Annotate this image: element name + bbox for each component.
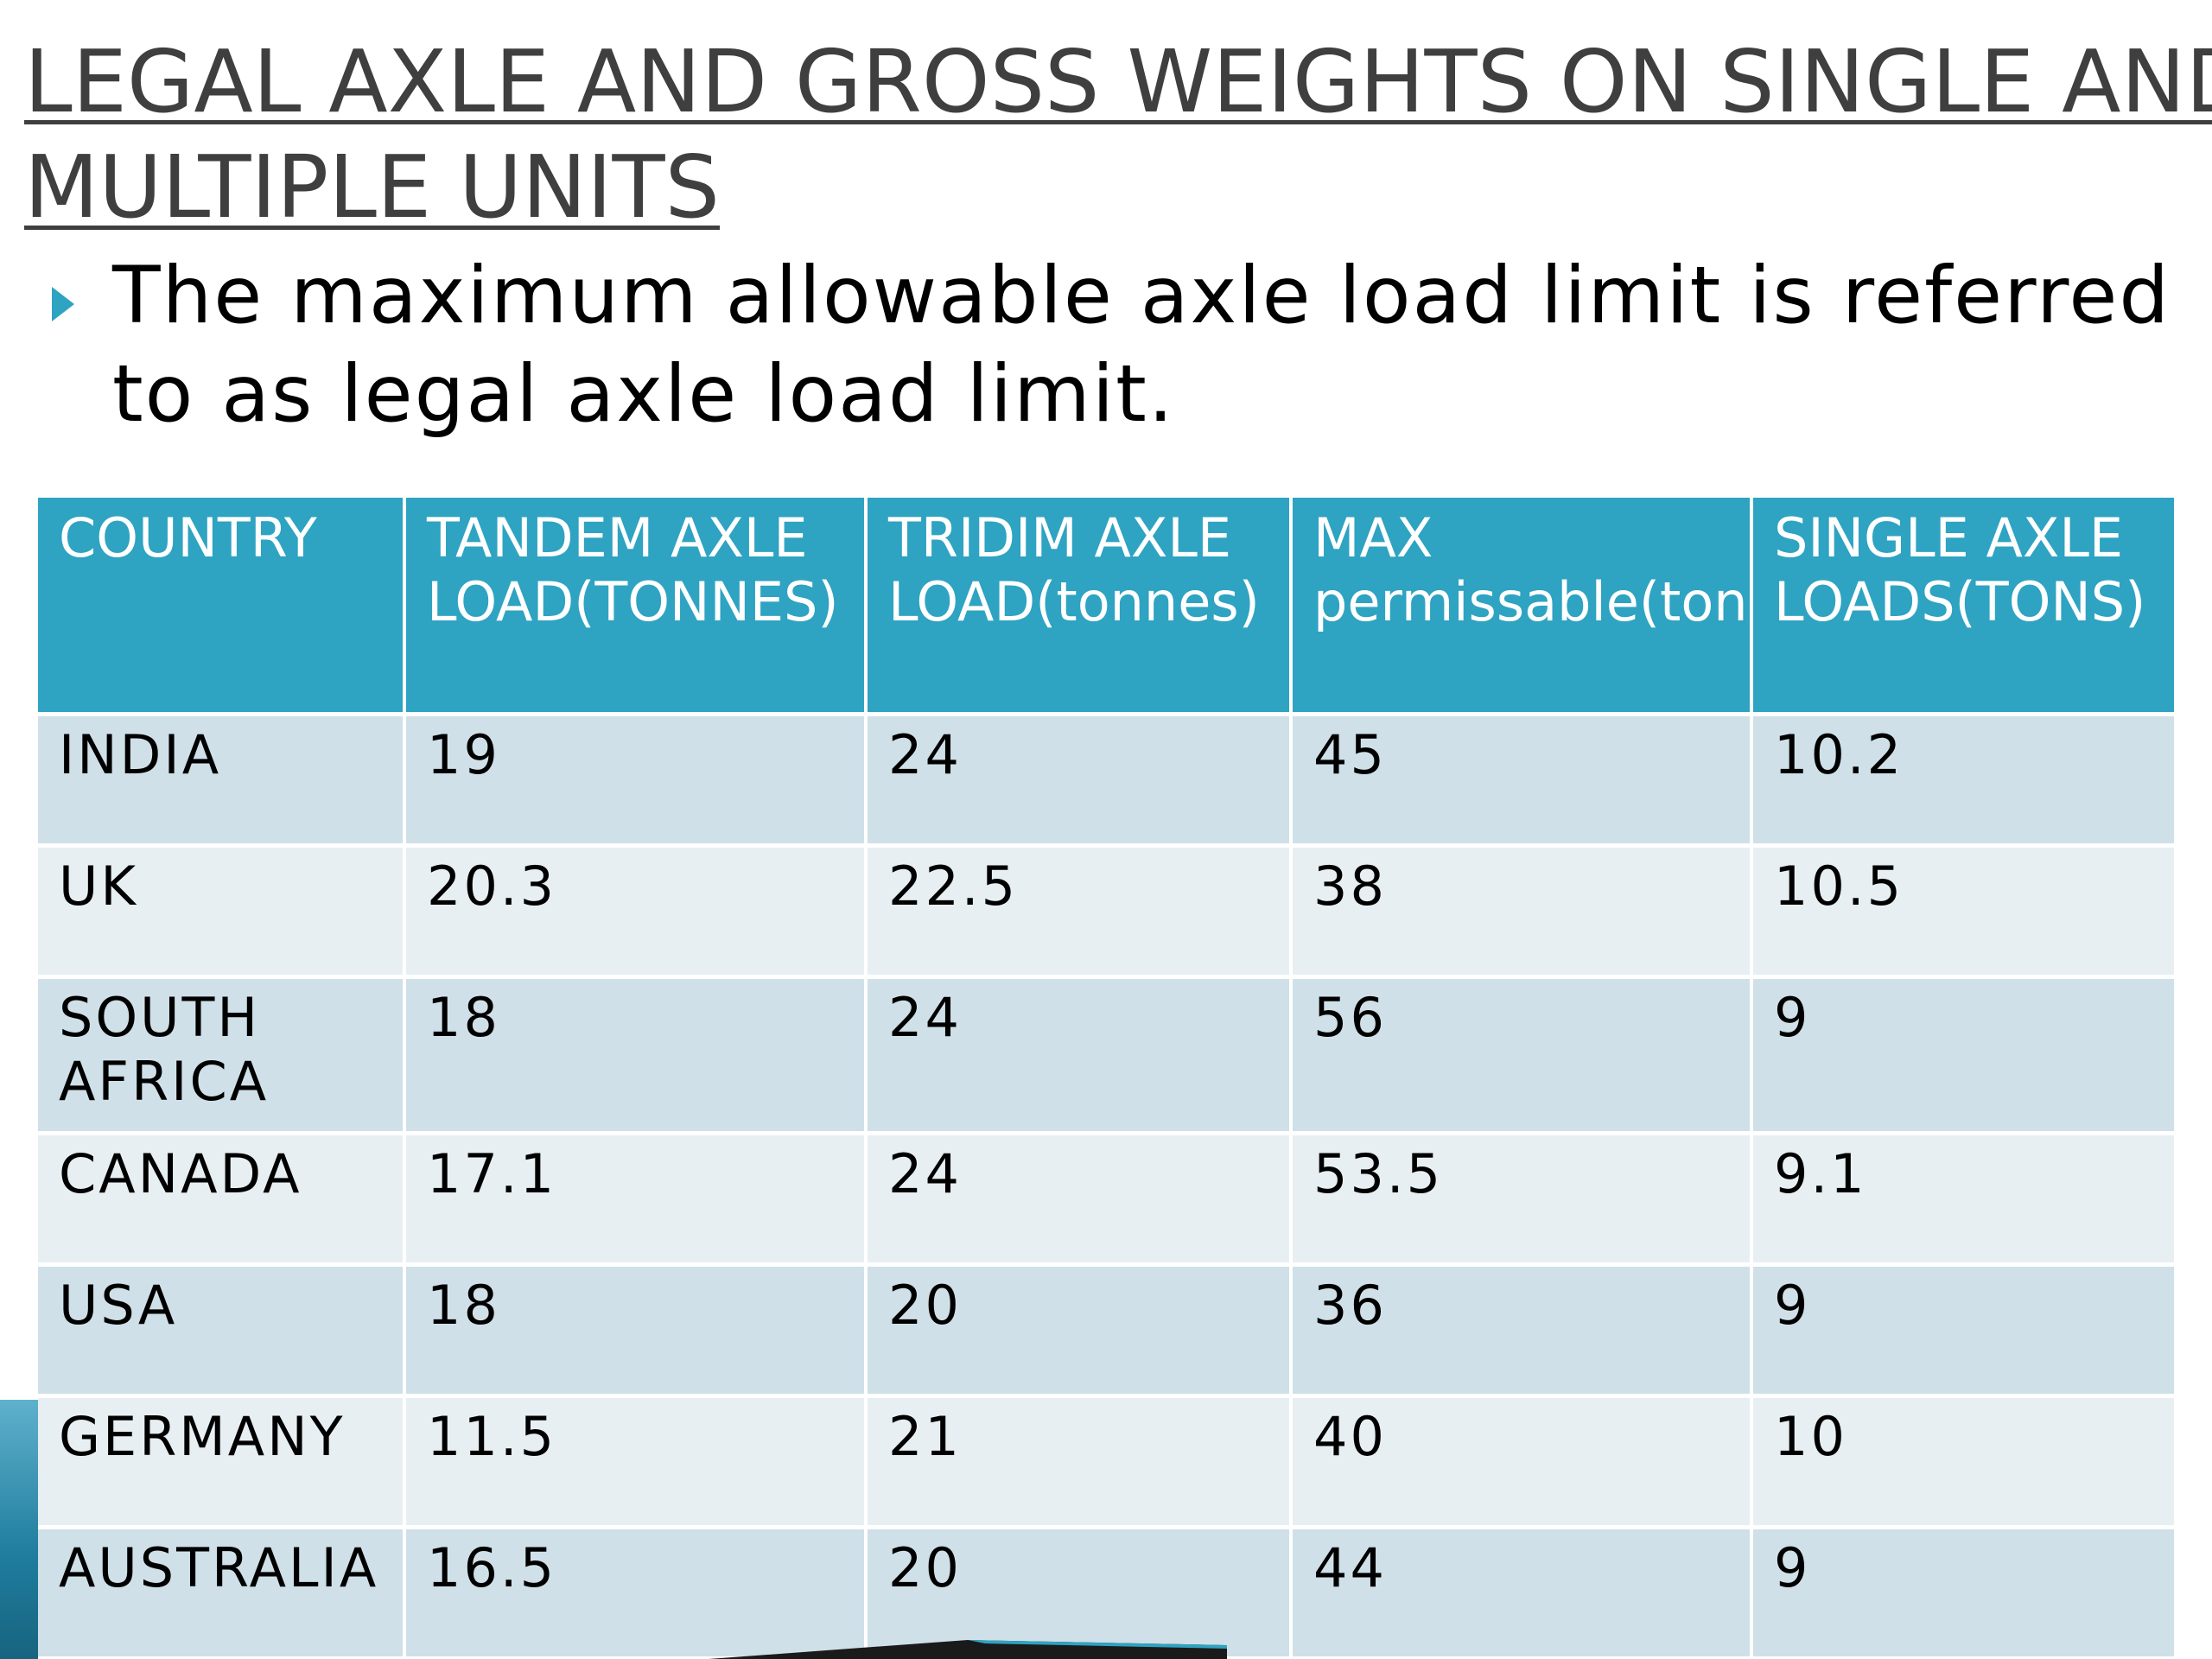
table-row: CANADA 17.1 24 53.5 9.1 bbox=[38, 1133, 2174, 1267]
header-single-axle-loads: SINGLE AXLE LOADS(TONS) bbox=[1751, 498, 2174, 716]
table-cell: 40 bbox=[1291, 1395, 1753, 1529]
triangle-right-icon bbox=[52, 287, 74, 321]
table-row: INDIA 19 24 45 10.2 bbox=[38, 714, 2174, 848]
table-cell: 16.5 bbox=[404, 1527, 868, 1659]
table-cell: 10.5 bbox=[1751, 845, 2174, 979]
table-row: USA 18 20 36 9 bbox=[38, 1264, 2174, 1398]
decorative-swoosh bbox=[709, 1640, 1227, 1659]
table-cell: GERMANY bbox=[38, 1395, 406, 1529]
table-cell: AUSTRALIA bbox=[38, 1527, 406, 1659]
table-row: AUSTRALIA 16.5 20 44 9 bbox=[38, 1527, 2174, 1659]
table-cell: 45 bbox=[1291, 714, 1753, 848]
table-cell: 44 bbox=[1291, 1527, 1753, 1659]
table-cell: 9.1 bbox=[1751, 1133, 2174, 1267]
table-cell: SOUTH AFRICA bbox=[38, 976, 406, 1135]
slide-title-line-1: LEGAL AXLE AND GROSS WEIGHTS ON SINGLE A… bbox=[24, 31, 2212, 132]
table-cell: 17.1 bbox=[404, 1133, 868, 1267]
table-cell: 21 bbox=[866, 1395, 1293, 1529]
table-cell: INDIA bbox=[38, 714, 406, 848]
header-country: COUNTRY bbox=[38, 498, 406, 716]
table-cell: 20 bbox=[866, 1264, 1293, 1398]
header-tridim-axle-load: TRIDIM AXLE LOAD(tonnes) bbox=[866, 498, 1293, 716]
table-row: SOUTH AFRICA 18 24 56 9 bbox=[38, 976, 2174, 1135]
table-cell: 36 bbox=[1291, 1264, 1753, 1398]
table-cell: 20 bbox=[866, 1527, 1293, 1659]
table-row: UK 20.3 22.5 38 10.5 bbox=[38, 845, 2174, 979]
table-row: GERMANY 11.5 21 40 10 bbox=[38, 1395, 2174, 1529]
table-cell: UK bbox=[38, 845, 406, 979]
header-tandem-axle-load: TANDEM AXLE LOAD(TONNES) bbox=[404, 498, 868, 716]
table-cell: CANADA bbox=[38, 1133, 406, 1267]
table-cell: 22.5 bbox=[866, 845, 1293, 979]
table-cell: 18 bbox=[404, 1264, 868, 1398]
decorative-side-bar bbox=[0, 1400, 38, 1659]
slide-title: LEGAL AXLE AND GROSS WEIGHTS ON SINGLE A… bbox=[24, 29, 2212, 240]
table-cell: 9 bbox=[1751, 1264, 2174, 1398]
table-cell: 9 bbox=[1751, 1527, 2174, 1659]
table-cell: 9 bbox=[1751, 976, 2174, 1135]
table-cell: 10.2 bbox=[1751, 714, 2174, 848]
table-cell: 24 bbox=[866, 714, 1293, 848]
table-cell: 56 bbox=[1291, 976, 1753, 1135]
table-cell: 24 bbox=[866, 1133, 1293, 1267]
table-cell: 10 bbox=[1751, 1395, 2174, 1529]
bullet-text: The maximum allowable axle load limit is… bbox=[112, 251, 2171, 440]
table-cell: 11.5 bbox=[404, 1395, 868, 1529]
table-cell: 18 bbox=[404, 976, 868, 1135]
table-cell: 53.5 bbox=[1291, 1133, 1753, 1267]
table-cell: 19 bbox=[404, 714, 868, 848]
table-cell: 38 bbox=[1291, 845, 1753, 979]
table-cell: USA bbox=[38, 1264, 406, 1398]
table-cell: 24 bbox=[866, 976, 1293, 1135]
header-max-permissable: MAX permissable(tons) bbox=[1291, 498, 1753, 716]
table-header-row: COUNTRY TANDEM AXLE LOAD(TONNES) TRIDIM … bbox=[38, 498, 2174, 716]
slide-title-line-2: MULTIPLE UNITS bbox=[24, 137, 721, 238]
table-cell: 20.3 bbox=[404, 845, 868, 979]
axle-load-table: COUNTRY TANDEM AXLE LOAD(TONNES) TRIDIM … bbox=[38, 498, 2174, 1659]
